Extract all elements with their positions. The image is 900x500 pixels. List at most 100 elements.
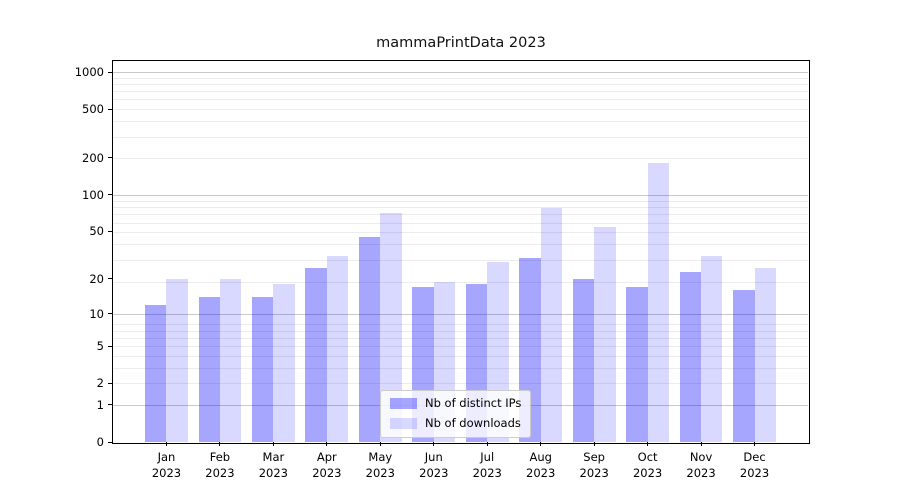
minor-gridline	[113, 84, 808, 85]
minor-gridline	[113, 91, 808, 93]
major-gridline	[113, 313, 808, 315]
x-tick-mark	[219, 442, 221, 446]
y-tick-label: 10	[89, 306, 104, 321]
y-tick-mark	[107, 194, 112, 196]
y-tick-mark	[107, 382, 112, 384]
minor-gridline	[113, 136, 808, 138]
x-tick-mark	[754, 442, 756, 446]
y-tick-label: 20	[89, 271, 104, 286]
x-tick-label: Sep 2023	[579, 450, 609, 480]
y-tick-label: 5	[96, 339, 104, 354]
legend-item-distinct-ips: Nb of distinct IPs	[390, 396, 521, 411]
y-tick-mark	[107, 71, 112, 73]
minor-gridline	[113, 201, 808, 202]
bar-downloads-oct	[647, 163, 669, 442]
x-tick-label: Mar 2023	[258, 450, 289, 480]
minor-gridline	[113, 109, 808, 111]
plot-area: 0 1 2 5 10 20 50 100 200 500 1000 Jan 2023 Feb 2023 M…	[75, 60, 810, 480]
x-tick-mark	[272, 442, 274, 446]
x-tick-mark	[486, 442, 488, 446]
legend-swatch-distinct-ips	[390, 398, 417, 409]
bar-distinct-ips-nov	[679, 271, 702, 442]
bar-distinct-ips-apr	[305, 267, 327, 442]
minor-gridline	[113, 77, 808, 79]
x-tick-label: Nov 2023	[686, 450, 716, 480]
minor-gridline	[113, 346, 808, 348]
legend: Nb of distinct IPs Nb of downloads	[380, 390, 532, 438]
y-tick-mark	[107, 230, 112, 232]
bar-downloads-jan	[166, 278, 188, 442]
chart-title: mammaPrintData 2023	[376, 35, 546, 51]
y-tick-label: 1	[96, 397, 104, 412]
minor-gridline	[113, 207, 808, 209]
x-tick-mark	[647, 442, 649, 446]
x-tick-mark	[433, 442, 435, 446]
x-tick-label: Jul 2023	[472, 450, 502, 480]
x-tick-label: May 2023	[365, 450, 395, 480]
y-tick-label: 100	[82, 187, 104, 202]
y-tick-label: 50	[89, 224, 104, 239]
x-tick-label: Feb 2023	[205, 450, 235, 480]
minor-gridline	[113, 222, 808, 224]
bar-downloads-nov	[701, 256, 723, 442]
bar-distinct-ips-feb	[198, 296, 220, 442]
bar-distinct-ips-oct	[626, 287, 648, 442]
y-tick-mark	[107, 313, 112, 315]
minor-gridline	[113, 259, 808, 261]
bar-distinct-ips-mar	[252, 296, 274, 442]
bar-downloads-feb	[219, 278, 242, 442]
minor-gridline	[113, 281, 808, 283]
y-tick-label: 500	[82, 102, 104, 117]
bar-distinct-ips-jan	[145, 304, 167, 442]
minor-gridline	[113, 214, 808, 216]
bar-distinct-ips-sep	[572, 278, 595, 442]
y-tick-mark	[107, 108, 112, 110]
x-tick-label: Apr 2023	[312, 450, 342, 480]
bar-downloads-aug	[540, 207, 563, 442]
minor-gridline	[113, 324, 808, 326]
x-tick-label: Jan 2023	[151, 450, 182, 480]
x-tick-mark	[700, 442, 702, 446]
legend-label-downloads: Nb of downloads	[425, 416, 521, 430]
y-tick-mark	[107, 345, 112, 347]
bar-distinct-ips-dec	[733, 290, 755, 442]
minor-gridline	[113, 158, 808, 160]
y-tick-mark	[107, 278, 112, 280]
major-gridline	[113, 194, 808, 196]
bar-downloads-mar	[273, 284, 295, 442]
minor-gridline	[113, 367, 808, 369]
minor-gridline	[113, 232, 808, 234]
x-tick-label: Aug 2023	[526, 450, 556, 480]
y-tick-label: 200	[82, 150, 104, 165]
bar-downloads-dec	[754, 267, 776, 442]
bar-distinct-ips-may	[358, 236, 381, 442]
x-tick-mark	[165, 442, 167, 446]
bar-downloads-apr	[326, 256, 349, 442]
x-tick-label: Oct 2023	[632, 450, 663, 480]
legend-swatch-downloads	[390, 418, 417, 429]
x-tick-label: Dec 2023	[739, 450, 770, 480]
legend-label-distinct-ips: Nb of distinct IPs	[425, 396, 522, 410]
x-tick-mark	[593, 442, 595, 446]
y-tick-mark	[107, 441, 112, 443]
minor-gridline	[113, 99, 808, 101]
minor-gridline	[113, 121, 808, 123]
minor-gridline	[113, 355, 808, 357]
y-tick-label: 0	[96, 435, 104, 449]
x-tick-mark	[326, 442, 328, 446]
x-tick-mark	[379, 442, 381, 446]
x-tick-mark	[540, 442, 542, 446]
bar-downloads-may	[380, 212, 402, 442]
legend-item-downloads: Nb of downloads	[390, 416, 521, 431]
y-tick-label: 2	[96, 376, 104, 391]
x-tick-label: Jun 2023	[419, 450, 449, 480]
minor-gridline	[113, 383, 808, 385]
y-tick-mark	[107, 157, 112, 159]
y-tick-label: 1000	[74, 65, 104, 79]
major-gridline	[113, 72, 808, 73]
minor-gridline	[113, 337, 808, 339]
bar-downloads-sep	[594, 227, 616, 442]
minor-gridline	[113, 244, 808, 246]
minor-gridline	[113, 330, 808, 332]
y-tick-mark	[107, 404, 112, 406]
